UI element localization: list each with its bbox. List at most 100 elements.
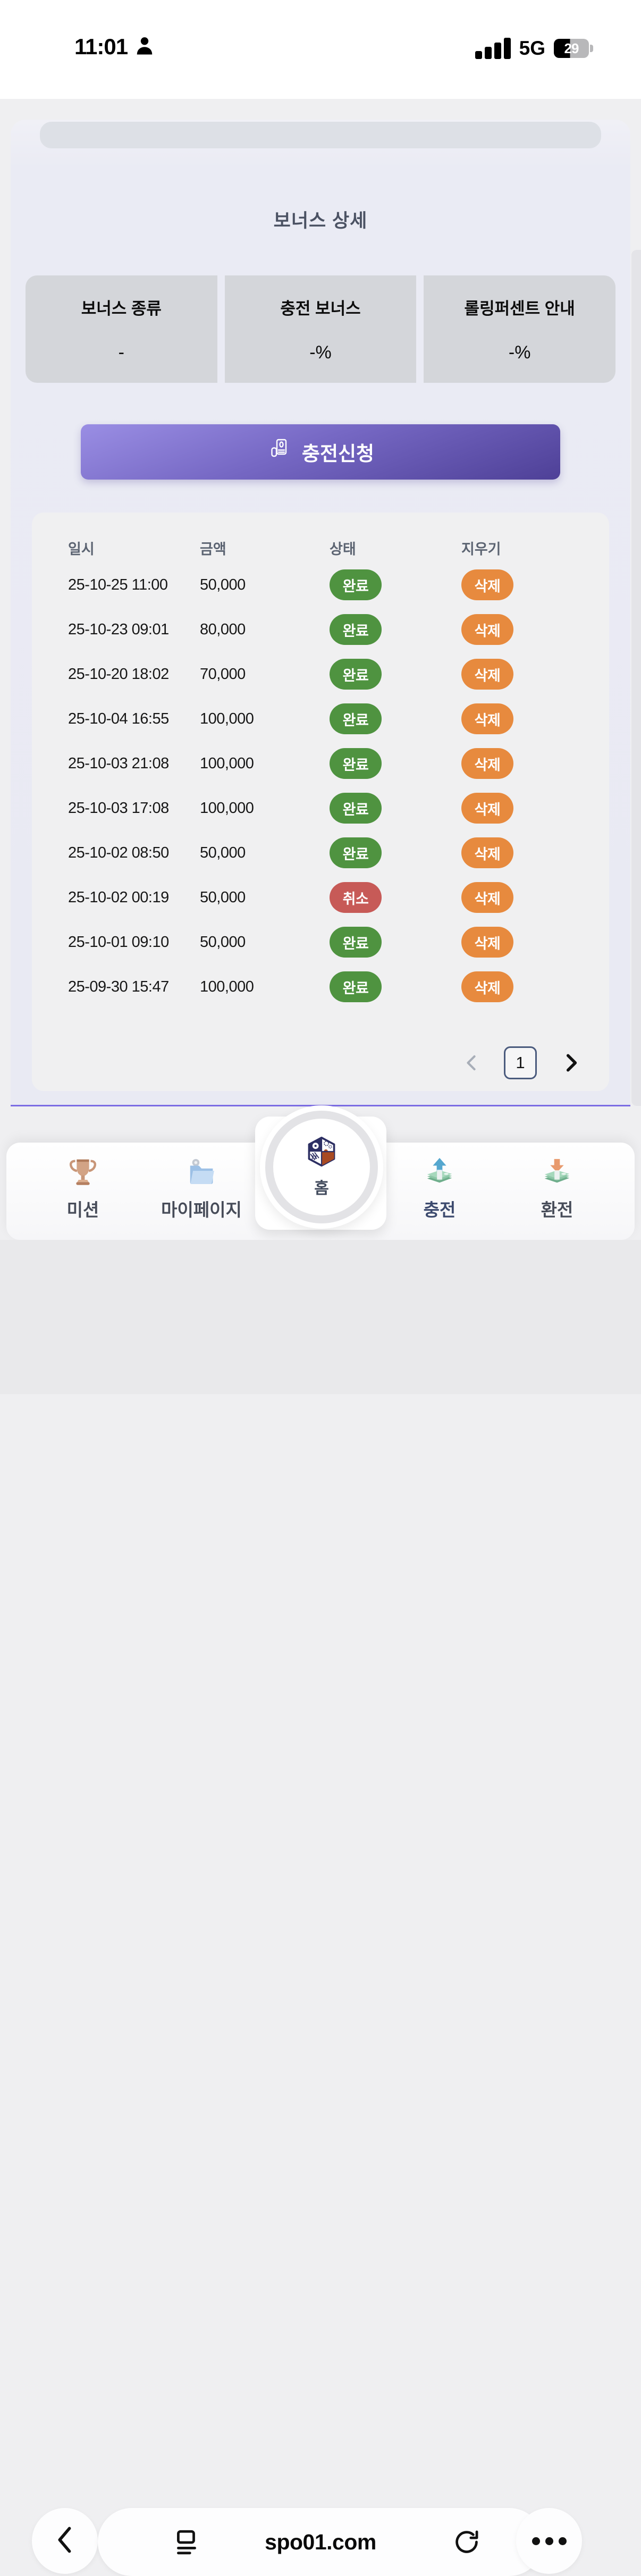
row-amount: 50,000 bbox=[200, 888, 246, 906]
delete-button[interactable]: 삭제 bbox=[461, 748, 513, 779]
charge-history-table: 일시 금액 상태 지우기 25-10-25 11:00 50,000 완료 삭제… bbox=[32, 513, 609, 1091]
table-header-row: 일시 금액 상태 지우기 bbox=[32, 533, 609, 563]
table-row: 25-10-03 17:08 100,000 완료 삭제 bbox=[32, 786, 609, 830]
rolling-percent-label: 롤링퍼센트 안내 bbox=[464, 299, 575, 318]
delete-button[interactable]: 삭제 bbox=[461, 569, 513, 600]
header-datetime: 일시 bbox=[68, 541, 95, 557]
delete-button[interactable]: 삭제 bbox=[461, 793, 513, 824]
header-amount: 금액 bbox=[200, 541, 226, 557]
delete-button[interactable]: 삭제 bbox=[461, 971, 513, 1002]
bonus-type-box: 보너스 종류 - bbox=[26, 275, 217, 383]
background-decoration bbox=[631, 250, 641, 1106]
row-amount: 50,000 bbox=[200, 933, 246, 951]
browser-more-button[interactable] bbox=[516, 2508, 582, 2574]
row-amount: 100,000 bbox=[200, 978, 254, 995]
row-datetime: 25-10-02 00:19 bbox=[68, 888, 169, 906]
nav-label-home: 홈 bbox=[314, 1179, 329, 1197]
bonus-detail-sheet: 보너스 상세 보너스 종류 - 충전 보너스 -% 롤링퍼센트 안내 -% 충전… bbox=[11, 120, 630, 1106]
table-row: 25-10-03 21:08 100,000 완료 삭제 bbox=[32, 741, 609, 786]
rolling-percent-box: 롤링퍼센트 안내 -% bbox=[424, 275, 616, 383]
nav-item-deposit[interactable]: 충전 bbox=[423, 1156, 456, 1221]
page-title: 보너스 상세 bbox=[273, 211, 368, 231]
delete-button[interactable]: 삭제 bbox=[461, 659, 513, 690]
status-badge: 취소 bbox=[330, 882, 382, 913]
row-amount: 70,000 bbox=[200, 665, 246, 683]
row-amount: 80,000 bbox=[200, 620, 246, 638]
row-amount: 100,000 bbox=[200, 754, 254, 772]
charge-bonus-label: 충전 보너스 bbox=[280, 299, 361, 318]
table-row: 25-10-20 18:02 70,000 완료 삭제 bbox=[32, 652, 609, 697]
row-datetime: 25-10-02 08:50 bbox=[68, 844, 169, 861]
charge-bonus-value: -% bbox=[309, 342, 332, 363]
charge-request-button[interactable]: 충전신청 bbox=[81, 424, 560, 480]
browser-bottom-bar: spo01.com bbox=[0, 1240, 641, 2576]
row-datetime: 25-10-23 09:01 bbox=[68, 620, 169, 638]
delete-button[interactable]: 삭제 bbox=[461, 927, 513, 958]
charge-request-label: 충전신청 bbox=[301, 443, 375, 465]
table-row: 25-10-02 00:19 50,000 취소 삭제 bbox=[32, 875, 609, 920]
nav-label-deposit: 충전 bbox=[423, 1200, 456, 1220]
delete-button[interactable]: 삭제 bbox=[461, 882, 513, 913]
row-datetime: 25-10-03 21:08 bbox=[68, 754, 169, 772]
folder-icon bbox=[185, 1156, 218, 1191]
nav-item-withdraw[interactable]: 환전 bbox=[541, 1156, 573, 1221]
table-row: 25-09-30 15:47 100,000 완료 삭제 bbox=[32, 964, 609, 1009]
reload-icon[interactable] bbox=[453, 2528, 480, 2558]
row-amount: 100,000 bbox=[200, 799, 254, 817]
row-datetime: 25-10-01 09:10 bbox=[68, 933, 169, 951]
delete-button[interactable]: 삭제 bbox=[461, 703, 513, 734]
nav-item-home[interactable]: 77 홈 bbox=[260, 1105, 383, 1229]
row-datetime: 25-10-20 18:02 bbox=[68, 665, 169, 683]
status-bar: 11:01 5G 29 bbox=[0, 0, 641, 99]
row-amount: 100,000 bbox=[200, 710, 254, 727]
battery-percent: 29 bbox=[564, 40, 579, 56]
nav-label-withdraw: 환전 bbox=[541, 1200, 573, 1220]
charge-bonus-box: 충전 보너스 -% bbox=[224, 275, 417, 383]
pagination: 1 bbox=[32, 1046, 609, 1079]
prev-page-icon[interactable] bbox=[465, 1054, 478, 1072]
row-datetime: 25-09-30 15:47 bbox=[68, 978, 169, 995]
table-row: 25-10-01 09:10 50,000 완료 삭제 bbox=[32, 920, 609, 964]
address-bar[interactable]: spo01.com bbox=[98, 2508, 543, 2576]
table-row: 25-10-02 08:50 50,000 완료 삭제 bbox=[32, 830, 609, 875]
bonus-type-value: - bbox=[118, 342, 124, 363]
browser-back-button[interactable] bbox=[32, 2508, 98, 2574]
status-badge: 완료 bbox=[330, 971, 382, 1002]
status-badge: 완료 bbox=[330, 659, 382, 690]
status-badge: 완료 bbox=[330, 748, 382, 779]
nav-item-mypage[interactable]: 마이페이지 bbox=[161, 1156, 242, 1221]
row-datetime: 25-10-04 16:55 bbox=[68, 710, 169, 727]
header-delete: 지우기 bbox=[461, 541, 501, 557]
battery-icon: 29 bbox=[554, 39, 593, 58]
trophy-icon bbox=[66, 1156, 99, 1191]
bonus-type-label: 보너스 종류 bbox=[81, 299, 162, 318]
status-badge: 완료 bbox=[330, 837, 382, 868]
money-hand-icon bbox=[267, 437, 292, 467]
bonus-info-row: 보너스 종류 - 충전 보너스 -% 롤링퍼센트 안내 -% bbox=[26, 275, 616, 383]
person-icon bbox=[135, 35, 154, 59]
status-badge: 완료 bbox=[330, 569, 382, 600]
row-amount: 50,000 bbox=[200, 844, 246, 861]
rolling-percent-value: -% bbox=[508, 342, 531, 363]
row-datetime: 25-10-03 17:08 bbox=[68, 799, 169, 817]
delete-button[interactable]: 삭제 bbox=[461, 837, 513, 868]
status-badge: 완료 bbox=[330, 927, 382, 958]
status-badge: 완료 bbox=[330, 614, 382, 645]
home-logo-icon: 77 bbox=[306, 1136, 337, 1170]
nav-item-mission[interactable]: 미션 bbox=[66, 1156, 99, 1221]
row-datetime: 25-10-25 11:00 bbox=[68, 576, 168, 593]
table-rows: 25-10-25 11:00 50,000 완료 삭제 25-10-23 09:… bbox=[32, 563, 609, 1009]
page-number-button[interactable]: 1 bbox=[504, 1046, 537, 1079]
next-page-icon[interactable] bbox=[563, 1053, 579, 1073]
network-type: 5G bbox=[519, 37, 545, 59]
ellipsis-icon bbox=[532, 2537, 540, 2545]
nav-label-mypage: 마이페이지 bbox=[161, 1200, 242, 1220]
nav-label-mission: 미션 bbox=[66, 1200, 99, 1220]
table-row: 25-10-04 16:55 100,000 완료 삭제 bbox=[32, 697, 609, 741]
withdraw-money-down-icon bbox=[541, 1156, 573, 1191]
status-badge: 완료 bbox=[330, 793, 382, 824]
signal-strength-icon bbox=[475, 38, 511, 59]
clock: 11:01 bbox=[74, 34, 128, 59]
delete-button[interactable]: 삭제 bbox=[461, 614, 513, 645]
table-row: 25-10-23 09:01 80,000 완료 삭제 bbox=[32, 607, 609, 652]
